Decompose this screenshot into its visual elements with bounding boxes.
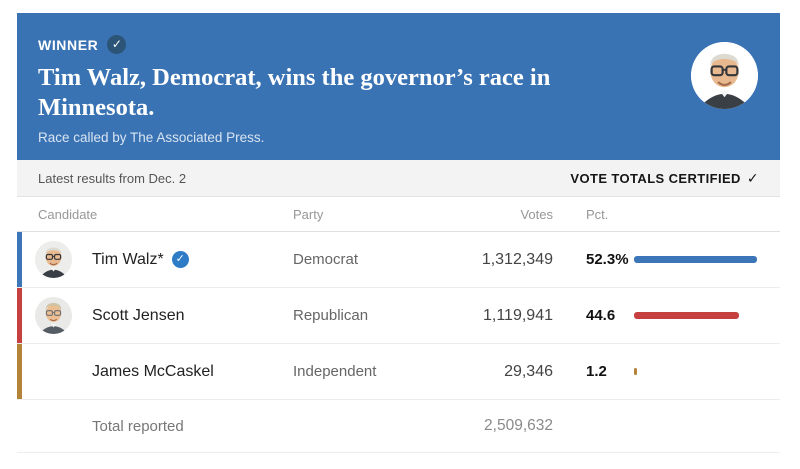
column-header-pct: Pct. [586, 206, 609, 222]
pct-bar-cell [634, 312, 780, 319]
winner-row: WINNER ✓ [38, 35, 756, 54]
winner-check-icon: ✓ [107, 35, 127, 54]
certified-check-icon: ✓ [746, 169, 759, 186]
pct-bar [634, 312, 739, 319]
pct-bar-cell [634, 256, 780, 263]
candidate-name: James McCaskel [92, 363, 214, 381]
avatar-placeholder [35, 353, 72, 390]
vote-totals-certified-badge: VOTE TOTALS CERTIFIED ✓ [570, 170, 759, 187]
candidate-cell: Scott Jensen [35, 297, 293, 334]
total-reported-label: Total reported [92, 417, 184, 435]
pct-cell: 44.6 [586, 307, 616, 324]
candidate-name-text: Tim Walz* [92, 250, 164, 268]
votes-cell: 1,119,941 [483, 306, 553, 324]
votes-cell: 1,312,349 [481, 250, 553, 268]
candidate-name-text: Scott Jensen [92, 306, 185, 324]
winner-check-icon: ✓ [171, 251, 189, 268]
pct-bar-cell [634, 368, 780, 375]
walz-avatar [35, 241, 72, 278]
party-color-strip [17, 288, 22, 343]
total-label-cell: Total reported [35, 408, 293, 445]
walz-portrait-icon [691, 42, 758, 109]
candidate-cell: Tim Walz* ✓ [35, 241, 293, 278]
column-header-votes: Votes [520, 206, 553, 222]
race-called-note: Race called by The Associated Press. [38, 130, 265, 145]
candidate-cell: James McCaskel [35, 353, 293, 390]
pct-cell: 1.2 [586, 363, 607, 380]
candidate-name: Scott Jensen [92, 307, 185, 325]
total-reported-row: Total reported 2,509,632 [17, 400, 780, 453]
walz-banner-avatar [691, 42, 758, 109]
avatar-placeholder [35, 408, 72, 445]
pct-bar [634, 368, 637, 375]
election-results-card: WINNER ✓ Tim Walz, Democrat, wins the go… [17, 13, 780, 453]
jensen-avatar [35, 297, 72, 334]
certified-label: VOTE TOTALS CERTIFIED [570, 170, 741, 186]
total-votes-cell: 2,509,632 [484, 417, 553, 434]
pct-cell: 52.3% [586, 251, 629, 268]
results-table-header: Candidate Party Votes Pct. [17, 197, 780, 232]
table-row-scott-jensen: Scott Jensen Republican 1,119,941 44.6 [17, 288, 780, 344]
jensen-portrait-icon [35, 297, 72, 334]
candidate-name-text: James McCaskel [92, 362, 214, 380]
party-color-strip [17, 344, 22, 399]
column-header-candidate: Candidate [38, 206, 98, 222]
walz-portrait-icon [35, 241, 72, 278]
party-color-strip [17, 232, 22, 287]
table-row-tim-walz: Tim Walz* ✓ Democrat 1,312,349 52.3% [17, 232, 780, 288]
table-row-james-mccaskel: James McCaskel Independent 29,346 1.2 [17, 344, 780, 400]
pct-bar [634, 256, 757, 263]
votes-cell: 29,346 [504, 362, 553, 380]
winner-label: WINNER [38, 36, 99, 53]
status-bar: Latest results from Dec. 2 VOTE TOTALS C… [17, 160, 780, 197]
candidate-name: Tim Walz* ✓ [92, 251, 189, 269]
race-headline: Tim Walz, Democrat, wins the governor’s … [38, 64, 551, 121]
party-cell: Democrat [293, 251, 359, 268]
party-cell: Independent [293, 363, 377, 380]
party-cell: Republican [293, 307, 369, 324]
column-header-party: Party [293, 206, 324, 222]
latest-results-label: Latest results from Dec. 2 [38, 170, 187, 186]
winner-banner: WINNER ✓ Tim Walz, Democrat, wins the go… [17, 13, 780, 160]
